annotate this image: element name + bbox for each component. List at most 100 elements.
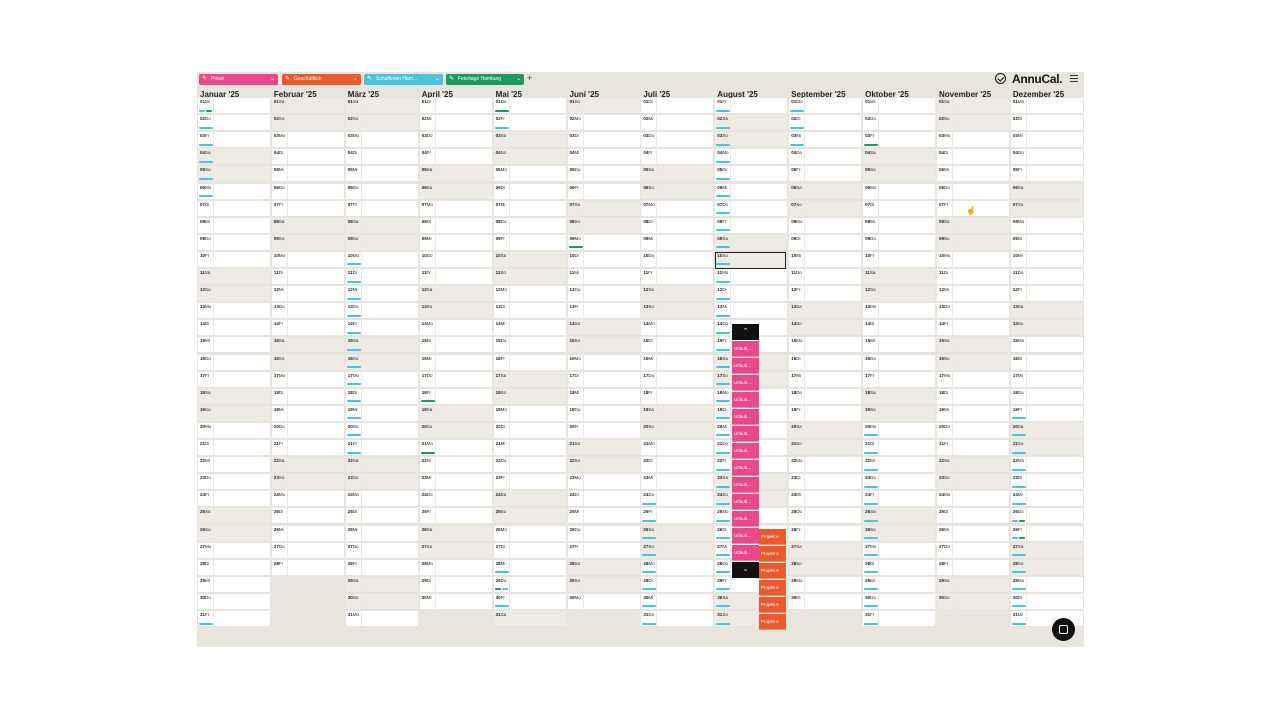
event-bar[interactable] xyxy=(346,280,361,283)
day-cell[interactable]: 16So xyxy=(937,354,1009,371)
day-cell[interactable]: 17Do xyxy=(641,371,714,388)
day-cell[interactable]: 17Mo xyxy=(345,371,418,388)
day-cell[interactable]: 05So xyxy=(198,166,270,183)
event-bar[interactable] xyxy=(346,434,361,437)
day-cell[interactable]: 13Mo xyxy=(198,303,270,320)
day-cell[interactable]: 10Mo xyxy=(345,251,418,268)
day-cell[interactable]: 05Do xyxy=(567,166,640,183)
day-cell[interactable]: 28Fr xyxy=(937,559,1009,576)
day-cell[interactable]: 02Do xyxy=(863,115,936,132)
day-cell[interactable]: 31Fr xyxy=(198,611,270,628)
day-cell[interactable]: 13Sa xyxy=(1010,303,1083,320)
day-cell[interactable]: 17Mi xyxy=(1010,371,1083,388)
day-cell[interactable]: 26Mo xyxy=(493,525,566,542)
privat-event[interactable]: Urlaub... xyxy=(732,494,759,510)
day-cell[interactable]: 05Mi xyxy=(271,166,344,183)
day-cell[interactable]: 08Fr xyxy=(715,217,788,234)
day-cell[interactable]: 04Di xyxy=(345,149,418,166)
day-cell[interactable]: 22Sa xyxy=(937,457,1009,474)
day-cell[interactable]: 03Mi xyxy=(789,132,862,149)
day-cell[interactable]: 14So xyxy=(1010,320,1083,337)
day-cell[interactable]: 22Do xyxy=(493,457,566,474)
event-bar[interactable] xyxy=(642,588,657,591)
day-cell[interactable]: 25So xyxy=(493,508,566,525)
day-cell[interactable]: 05Sa xyxy=(641,166,714,183)
edit-icon[interactable]: ✎ xyxy=(285,76,291,82)
day-cell[interactable]: 31Fr xyxy=(863,611,936,628)
event-bar[interactable] xyxy=(1011,434,1026,437)
hamburger-menu-icon[interactable] xyxy=(1070,75,1078,82)
day-cell[interactable]: 12Mi xyxy=(937,286,1009,303)
event-bar[interactable] xyxy=(864,502,879,505)
day-cell[interactable]: 27Fr xyxy=(567,542,640,559)
event-bar[interactable] xyxy=(716,588,731,591)
day-cell[interactable]: 06Do xyxy=(345,183,418,200)
day-cell[interactable]: 05So xyxy=(863,166,936,183)
day-cell[interactable]: 25Fr xyxy=(419,508,492,525)
day-cell[interactable]: 24Mo xyxy=(345,491,418,508)
event-bar[interactable] xyxy=(1011,485,1026,488)
day-cell[interactable]: 22So xyxy=(567,457,640,474)
day-cell[interactable]: 06Do xyxy=(937,183,1009,200)
event-bar[interactable] xyxy=(716,383,731,386)
day-cell[interactable]: 13So xyxy=(419,303,492,320)
event-bar[interactable] xyxy=(864,588,879,591)
day-cell[interactable]: 10Mo xyxy=(937,251,1009,268)
day-cell[interactable]: 03Do xyxy=(641,132,714,149)
event-bar[interactable] xyxy=(716,348,731,351)
day-cell[interactable]: 01Di xyxy=(641,98,714,115)
day-cell[interactable]: 09Mi xyxy=(419,234,492,251)
event-bar[interactable] xyxy=(199,109,205,112)
category-4[interactable]: ✎ Feiertage Hamburg ⌄ xyxy=(446,74,524,85)
day-cell[interactable]: 04Sa xyxy=(863,149,936,166)
day-cell[interactable]: 13Di xyxy=(493,303,566,320)
event-bar[interactable] xyxy=(716,297,731,300)
day-cell[interactable]: 04Fr xyxy=(419,149,492,166)
geschaeftlich-event[interactable]: Projekt A xyxy=(759,529,786,545)
day-cell[interactable]: 12Sa xyxy=(641,286,714,303)
event-bar[interactable] xyxy=(716,126,731,129)
day-cell[interactable]: 09Mo xyxy=(567,234,640,251)
day-cell[interactable]: 12Do xyxy=(567,286,640,303)
day-cell[interactable]: 06Mi xyxy=(715,183,788,200)
day-cell[interactable]: 27Di xyxy=(493,542,566,559)
selected-day[interactable] xyxy=(715,251,787,269)
day-cell[interactable]: 25Fr xyxy=(641,508,714,525)
geschaeftlich-event[interactable]: Projekt A xyxy=(759,614,786,630)
day-cell[interactable]: 27Do xyxy=(937,542,1009,559)
day-cell[interactable]: 18Do xyxy=(1010,388,1083,405)
day-cell[interactable]: 19Fr xyxy=(789,405,862,422)
day-cell[interactable]: 28Di xyxy=(863,559,936,576)
day-cell[interactable]: 23So xyxy=(345,474,418,491)
day-cell[interactable]: 05Di xyxy=(715,166,788,183)
day-cell[interactable]: 11Fr xyxy=(641,269,714,286)
day-cell[interactable]: 16Do xyxy=(198,354,270,371)
day-cell[interactable]: 23So xyxy=(271,474,344,491)
day-cell[interactable]: 21Di xyxy=(863,440,936,457)
event-bar[interactable] xyxy=(864,451,879,454)
day-cell[interactable]: 31Mo xyxy=(345,611,418,628)
day-cell[interactable]: 08Mo xyxy=(789,217,862,234)
event-bar[interactable] xyxy=(864,434,879,437)
day-cell[interactable]: 04Mi xyxy=(567,149,640,166)
day-cell[interactable]: 30Di xyxy=(789,593,862,610)
day-cell[interactable]: 18So xyxy=(493,388,566,405)
scroll-down-button[interactable]: ⌄ xyxy=(732,562,759,578)
day-cell[interactable]: 29Do xyxy=(493,576,566,593)
day-cell[interactable]: 29So xyxy=(567,576,640,593)
day-cell[interactable]: 17Do xyxy=(419,371,492,388)
day-cell[interactable]: 07Do xyxy=(715,200,788,217)
day-cell[interactable]: 27Do xyxy=(271,542,344,559)
day-cell[interactable]: 10Do xyxy=(419,251,492,268)
scroll-up-button[interactable]: ⌃ xyxy=(732,324,759,340)
event-bar[interactable] xyxy=(864,537,879,540)
day-cell[interactable]: 07Di xyxy=(198,200,270,217)
day-cell[interactable]: 20So xyxy=(641,422,714,439)
day-cell[interactable]: 01Di xyxy=(419,98,492,115)
day-cell[interactable]: 15Mi xyxy=(198,337,270,354)
event-bar[interactable] xyxy=(1011,519,1018,522)
day-cell[interactable]: 03Mo xyxy=(271,132,344,149)
privat-event[interactable]: Urlaub... xyxy=(732,358,759,374)
privat-event[interactable]: Urlaub... xyxy=(732,392,759,408)
event-bar[interactable] xyxy=(642,502,657,505)
